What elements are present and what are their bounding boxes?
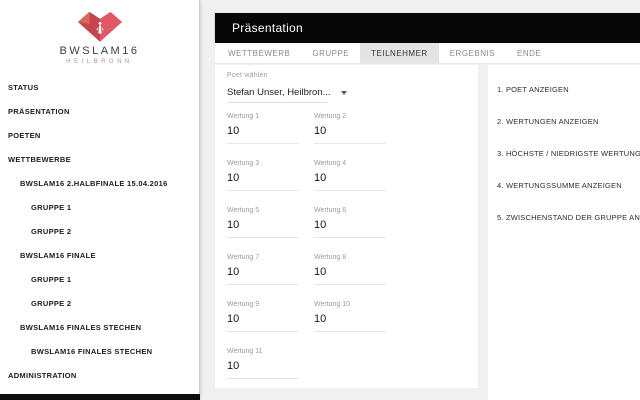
poet-select-value: Stefan Unser, Heilbron... [227,87,331,98]
app-logo: BWSLAM16 HEILBRONN [0,0,199,65]
ratings-grid: Wertung 1 10 Wertung 2 10 Wertung 3 10 W… [227,113,478,395]
step-wertungen-anzeigen[interactable]: 2. WERTUNGEN ANZEIGEN [497,117,599,126]
rating-field-4: Wertung 4 10 [314,160,386,207]
ratings-panel: Poet wählen Stefan Unser, Heilbron... We… [215,65,478,388]
rating-label: Wertung 2 [314,113,347,120]
caret-down-icon [340,90,347,95]
sidebar: BWSLAM16 HEILBRONN STATUS PRÄSENTATION P… [0,0,200,400]
poet-select-label: Poet wählen [227,72,268,79]
sidebar-bottom-bar [0,394,200,400]
rating-input[interactable]: 10 [227,266,299,285]
rating-input[interactable]: 10 [227,125,299,144]
sidebar-item-wettbewerbe[interactable]: WETTBEWERBE [8,154,71,164]
page-header: Präsentation [215,13,640,43]
rating-label: Wertung 1 [227,113,260,120]
poet-select-dropdown[interactable]: Stefan Unser, Heilbron... [227,87,347,103]
rating-field-3: Wertung 3 10 [227,160,299,207]
sidebar-nav: STATUS PRÄSENTATION POETEN WETTBEWERBE B… [0,75,199,387]
sidebar-item-status[interactable]: STATUS [8,82,39,92]
tab-teilnehmer[interactable]: TEILNEHMER [360,43,439,63]
rating-label: Wertung 3 [227,160,260,167]
step-zwischenstand-anzeigen[interactable]: 5. ZWISCHENSTAND DER GRUPPE ANZEIGE [497,213,640,222]
rating-input[interactable]: 10 [314,313,386,332]
sidebar-item-halbfinale[interactable]: BWSLAM16 2.HALBFINALE 15.04.2016 [20,178,168,188]
sidebar-item-finale-gruppe-1[interactable]: GRUPPE 1 [31,274,72,284]
sidebar-item-gruppe-2[interactable]: GRUPPE 2 [31,226,72,236]
rating-input[interactable]: 10 [314,219,386,238]
sidebar-item-finale-gruppe-2[interactable]: GRUPPE 2 [31,298,72,308]
rating-field-8: Wertung 8 10 [314,254,386,301]
sidebar-item-praesentation[interactable]: PRÄSENTATION [8,106,70,116]
sidebar-item-finales-stechen[interactable]: BWSLAM16 FINALES STECHEN [20,322,142,332]
rating-input[interactable]: 10 [314,172,386,191]
rating-label: Wertung 4 [314,160,347,167]
rating-input[interactable]: 10 [227,360,299,379]
page-title: Präsentation [232,21,303,35]
step-wertung-streichen[interactable]: 3. HÖCHSTE / NIEDRIGSTE WERTUNG STRE [497,149,640,158]
sidebar-item-administration[interactable]: ADMINISTRATION [8,370,77,380]
rating-field-11: Wertung 11 10 [227,348,299,395]
presentation-steps-panel: 1. POET ANZEIGEN 2. WERTUNGEN ANZEIGEN 3… [488,65,640,400]
rating-label: Wertung 10 [314,301,351,308]
sidebar-item-poeten[interactable]: POETEN [8,130,41,140]
tab-ende[interactable]: ENDE [517,48,542,58]
tab-wettbewerb[interactable]: WETTBEWERB [228,48,291,58]
sidebar-item-finale[interactable]: BWSLAM16 FINALE [20,250,96,260]
rating-label: Wertung 7 [227,254,260,261]
rating-input[interactable]: 10 [314,125,386,144]
rating-label: Wertung 6 [314,207,347,214]
rating-input[interactable]: 10 [227,313,299,332]
rating-label: Wertung 8 [314,254,347,261]
rating-field-7: Wertung 7 10 [227,254,299,301]
rating-label: Wertung 11 [227,348,263,355]
rating-label: Wertung 5 [227,207,260,214]
sidebar-item-finales-stechen-sub[interactable]: BWSLAM16 FINALES STECHEN [31,346,153,356]
rating-field-5: Wertung 5 10 [227,207,299,254]
tab-bar: WETTBEWERB GRUPPE TEILNEHMER ERGEBNIS EN… [215,43,640,64]
sidebar-item-gruppe-1[interactable]: GRUPPE 1 [31,202,72,212]
tab-ergebnis[interactable]: ERGEBNIS [449,48,496,58]
rating-input[interactable]: 10 [314,266,386,285]
rating-field-9: Wertung 9 10 [227,301,299,348]
logo-subtitle: HEILBRONN [66,59,133,65]
heart-logo-icon [0,11,199,43]
logo-title: BWSLAM16 [59,45,140,57]
rating-field-2: Wertung 2 10 [314,113,386,160]
step-poet-anzeigen[interactable]: 1. POET ANZEIGEN [497,85,569,94]
rating-field-10: Wertung 10 10 [314,301,386,348]
rating-field-1: Wertung 1 10 [227,113,299,160]
tab-gruppe[interactable]: GRUPPE [312,48,350,58]
rating-input[interactable]: 10 [227,172,299,191]
rating-input[interactable]: 10 [227,219,299,238]
rating-label: Wertung 9 [227,301,260,308]
rating-field-6: Wertung 6 10 [314,207,386,254]
step-wertungssumme-anzeigen[interactable]: 4. WERTUNGSSUMME ANZEIGEN [497,181,622,190]
